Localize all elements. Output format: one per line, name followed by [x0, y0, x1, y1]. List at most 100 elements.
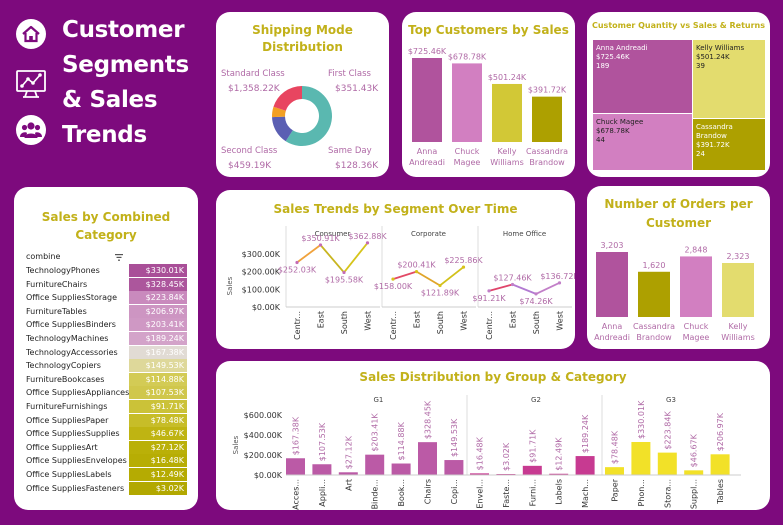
trend-point — [414, 269, 419, 274]
trend-point — [318, 243, 323, 247]
trends-y-axis-title: Sales — [226, 276, 234, 295]
row-sales-value: $78.48K — [129, 413, 187, 427]
table-row[interactable]: TechnologyAccessories $167.38K — [26, 345, 187, 359]
x-tick-label: Centr... — [485, 311, 494, 340]
distribution-value-label: $78.48K — [611, 430, 620, 464]
table-row[interactable]: TechnologyMachines $189.24K — [26, 332, 187, 345]
row-sales-value: $167.38K — [129, 345, 187, 359]
row-category-label: TechnologyCopiers — [26, 361, 101, 371]
table-row[interactable]: Office SuppliesFasteners $3.02K — [26, 481, 187, 495]
trend-line-segment — [392, 270, 417, 280]
x-tick-label: Copi... — [450, 479, 459, 504]
users-group-icon[interactable] — [14, 113, 48, 147]
table-row[interactable]: Office SuppliesBinders $203.41K — [26, 318, 187, 332]
orders-customer-label: Kelly — [729, 322, 748, 331]
combined-column-header[interactable]: combine — [26, 252, 61, 261]
donut-slice — [285, 86, 332, 146]
treemap-tile-label: 189 — [596, 62, 609, 70]
distribution-bar — [684, 470, 704, 475]
orders-bar — [680, 256, 712, 317]
row-category-label: Office SuppliesArt — [26, 442, 98, 452]
x-tick-label: Chairs — [424, 479, 433, 504]
row-sales-value: $16.48K — [129, 454, 187, 468]
distribution-value-label: $114.88K — [397, 421, 406, 460]
table-row[interactable]: TechnologyCopiers $149.53K — [26, 359, 187, 373]
donut-slice — [272, 106, 286, 118]
distribution-value-label: $91.71K — [528, 429, 537, 463]
distribution-value-label: $46.67K — [690, 433, 699, 467]
home-icon[interactable] — [14, 17, 48, 51]
combined-category-card: Sales by Combined Category combine Techn… — [14, 187, 198, 510]
treemap-tile-label: Cassandra — [696, 123, 733, 131]
orders-customer-label: Anna — [602, 322, 623, 331]
x-tick-label: Phon... — [637, 479, 646, 507]
table-row[interactable]: FurnitureTables $206.97K — [26, 304, 187, 318]
customer-name-label: Brandow — [529, 158, 565, 167]
analytics-chart-icon[interactable] — [14, 66, 48, 100]
segment-panel-label: Corporate — [411, 230, 446, 238]
y-tick-label: $0.00K — [252, 303, 281, 312]
trend-point — [438, 283, 442, 288]
distribution-value-label: $330.01K — [637, 400, 646, 439]
y-tick-label: $600.00K — [244, 411, 283, 420]
orders-chart: 3,203 Anna Andreadi 1,620 Cassandra Brandow 2,… — [594, 241, 755, 342]
distribution-bar — [444, 460, 464, 475]
bar-value-label: $501.24K — [488, 73, 527, 82]
donut-label-name: Second Class — [221, 146, 278, 156]
row-sales-value: $12.49K — [129, 468, 187, 481]
trend-line-segment — [512, 283, 537, 295]
distribution-value-label: $328.45K — [424, 400, 433, 439]
treemap-tile-label: 39 — [696, 62, 705, 70]
distribution-value-label: $107.53K — [318, 422, 327, 461]
shipping-donut-chart: Standard Class $1,358.22K First Class $351.… — [221, 69, 379, 171]
row-sales-value: $149.53K — [129, 359, 187, 373]
table-row[interactable]: FurnitureChairs $328.45K — [26, 277, 187, 291]
y-tick-label: $400.00K — [244, 431, 283, 440]
distribution-value-label: $189.24K — [581, 414, 590, 453]
orders-value-label: 3,203 — [601, 241, 624, 250]
treemap-tile — [593, 114, 692, 170]
table-row[interactable]: Office SuppliesPaper $78.48K — [26, 413, 187, 427]
sort-filter-icon[interactable] — [115, 254, 123, 261]
table-row[interactable]: TechnologyPhones $330.01K — [26, 264, 187, 277]
treemap-tile-label: 24 — [696, 150, 705, 158]
treemap-tile-label: Brandow — [696, 132, 727, 140]
customer-name-label: Andreadi — [409, 158, 445, 167]
trend-point-label: $200.41K — [397, 261, 436, 270]
row-category-label: Office SuppliesFasteners — [26, 483, 125, 493]
table-row[interactable]: Office SuppliesEnvelopes $16.48K — [26, 454, 187, 468]
table-row[interactable]: FurnitureFurnishings $91.71K — [26, 400, 187, 413]
distribution-value-label: $3.02K — [502, 442, 511, 471]
row-sales-value: $3.02K — [129, 481, 187, 495]
distribution-bar — [549, 473, 569, 475]
trend-point — [510, 282, 515, 287]
customer-sales-bar — [452, 63, 482, 142]
donut-label-value: $1,358.22K — [228, 84, 281, 94]
table-row[interactable]: Office SuppliesAppliances $107.53K — [26, 386, 187, 400]
combined-title-1: Sales by Combined — [41, 210, 171, 224]
x-tick-label: West — [556, 311, 565, 331]
distribution-chart: Sales $600.00K $400.00K $200.00K $0.00K G1 $16… — [232, 395, 741, 510]
table-row[interactable]: FurnitureBookcases $114.88K — [26, 372, 187, 386]
distribution-value-label: $206.97K — [716, 412, 725, 451]
orders-customer-label: Andreadi — [594, 333, 630, 342]
table-row[interactable]: Office SuppliesLabels $12.49K — [26, 468, 187, 481]
trend-point — [534, 292, 538, 296]
trends-chart: Sales $300.00K $200.00K $100.00K $0.00K Consu… — [226, 226, 575, 340]
x-tick-label: Suppl... — [690, 479, 699, 509]
trend-point — [487, 289, 491, 293]
distribution-value-label: $203.41K — [371, 413, 380, 452]
row-sales-value: $330.01K — [129, 264, 187, 277]
row-category-label: Office SuppliesLabels — [26, 470, 112, 479]
table-row[interactable]: Office SuppliesArt $27.12K — [26, 440, 187, 454]
row-category-label: Office SuppliesSupplies — [26, 429, 120, 439]
trend-point-label: $158.00K — [374, 282, 413, 291]
table-row[interactable]: Office SuppliesSupplies $46.67K — [26, 427, 187, 441]
distribution-bar — [710, 454, 730, 475]
donut-slice — [273, 86, 302, 111]
segment-panel-label: Home Office — [503, 230, 546, 238]
row-category-label: FurnitureBookcases — [26, 374, 105, 384]
table-row[interactable]: Office SuppliesStorage $223.84K — [26, 291, 187, 305]
row-sales-value: $114.88K — [129, 372, 187, 386]
treemap-card: Customer Quantity vs Sales & Returns Ann… — [587, 12, 770, 177]
